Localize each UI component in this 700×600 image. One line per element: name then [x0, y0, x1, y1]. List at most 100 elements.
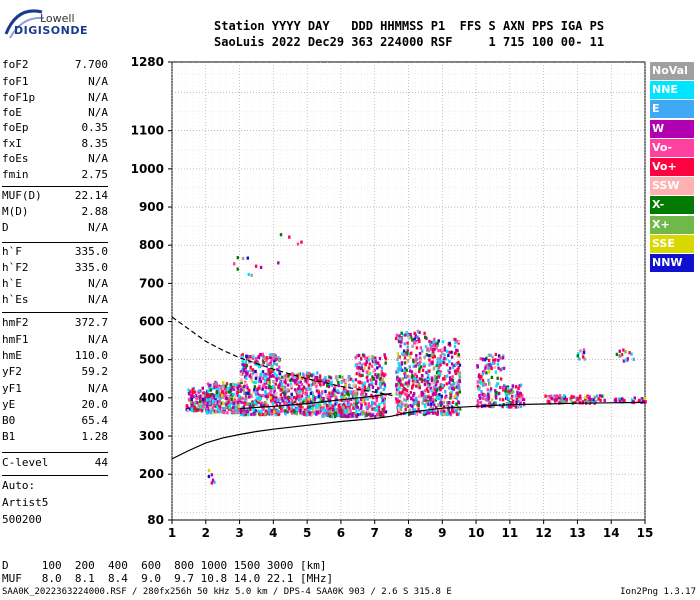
echo-point — [269, 389, 272, 393]
echo-point — [200, 409, 203, 413]
echo-point — [383, 353, 386, 357]
echo-point — [240, 378, 243, 382]
echo-point — [272, 380, 275, 384]
echo-point — [413, 376, 416, 381]
echo-point — [273, 386, 276, 390]
param-row-hme: hmE 110.0 — [2, 349, 108, 365]
echo-point — [272, 405, 276, 409]
echo-point — [559, 400, 562, 404]
echo-point — [454, 362, 457, 366]
x-tick-label: 6 — [337, 526, 345, 540]
echo-point — [403, 382, 407, 386]
echo-point — [337, 390, 340, 395]
echo-point — [329, 402, 332, 406]
echo-point — [436, 410, 440, 414]
echo-point — [311, 391, 314, 395]
echo-point — [312, 408, 315, 412]
echo-point — [253, 388, 256, 392]
echo-point — [511, 390, 515, 394]
echo-point — [260, 409, 263, 413]
echo-point — [211, 408, 214, 412]
x-tick-label: 11 — [502, 526, 519, 540]
echo-point — [439, 370, 442, 374]
echo-point — [257, 386, 260, 390]
echo-point — [381, 398, 384, 402]
echo-point — [358, 408, 361, 412]
echo-point — [307, 387, 310, 391]
echo-point — [360, 356, 363, 361]
autoscaling-label: Auto: — [2, 479, 36, 492]
echo-point — [434, 411, 437, 415]
echo-point — [596, 394, 599, 398]
echo-point — [269, 353, 272, 357]
echo-point — [317, 411, 320, 415]
echo-point — [271, 353, 274, 357]
echo-point — [369, 378, 372, 382]
echo-point — [491, 405, 494, 409]
echo-point — [407, 334, 410, 338]
echo-point — [375, 399, 379, 403]
echo-point — [375, 379, 378, 383]
echo-point — [225, 389, 228, 393]
echo-point — [478, 394, 481, 398]
echo-point — [349, 408, 352, 412]
echo-point — [229, 383, 233, 387]
param-value: N/A — [88, 293, 108, 306]
param-row-m-d: M(D) 2.88 — [2, 205, 108, 221]
echo-point — [293, 410, 296, 414]
echo-point — [335, 411, 338, 415]
echo-point — [292, 408, 295, 412]
echo-point — [241, 360, 244, 364]
echo-point — [615, 399, 618, 403]
echo-point — [332, 408, 335, 412]
echo-point — [445, 363, 449, 367]
echo-point — [277, 356, 280, 360]
echo-point — [245, 357, 249, 361]
echo-point — [286, 377, 289, 381]
echo-point — [220, 387, 223, 391]
echo-point — [419, 410, 422, 414]
echo-point — [429, 360, 432, 364]
echo-point — [190, 394, 194, 398]
echo-point — [209, 383, 213, 387]
echo-point — [588, 396, 591, 400]
echo-point — [453, 351, 457, 355]
param-label: hmF2 — [2, 316, 29, 329]
echo-point — [546, 399, 549, 404]
echo-point — [506, 394, 509, 398]
echo-point — [548, 400, 551, 404]
echo-point — [401, 377, 404, 381]
echo-point — [433, 378, 436, 382]
echo-point — [428, 369, 431, 373]
echo-point — [303, 412, 306, 416]
echo-point — [239, 412, 243, 416]
echo-point — [221, 406, 225, 411]
echo-point — [395, 333, 399, 337]
echo-point — [455, 361, 459, 366]
echo-point — [257, 395, 261, 399]
echo-point — [254, 369, 257, 373]
echo-point — [266, 394, 269, 399]
echo-point — [421, 401, 424, 405]
echo-point — [338, 409, 341, 413]
echo-point — [365, 375, 369, 380]
echo-point — [217, 386, 220, 390]
echo-point — [585, 400, 588, 404]
echo-point — [232, 392, 235, 396]
echo-point — [514, 405, 517, 409]
echo-point — [630, 352, 633, 356]
echo-point — [433, 380, 436, 384]
echo-point — [286, 383, 290, 387]
echo-point — [425, 353, 429, 357]
echo-point — [188, 392, 191, 396]
echo-point — [456, 349, 459, 353]
echo-point — [321, 406, 324, 410]
echo-point — [449, 413, 453, 417]
echo-point — [337, 403, 340, 407]
echo-point — [302, 410, 305, 415]
echo-point — [446, 349, 449, 353]
echo-point — [302, 374, 305, 378]
echo-point — [305, 373, 308, 377]
x-tick-label: 14 — [603, 526, 620, 540]
echo-point — [399, 379, 402, 383]
